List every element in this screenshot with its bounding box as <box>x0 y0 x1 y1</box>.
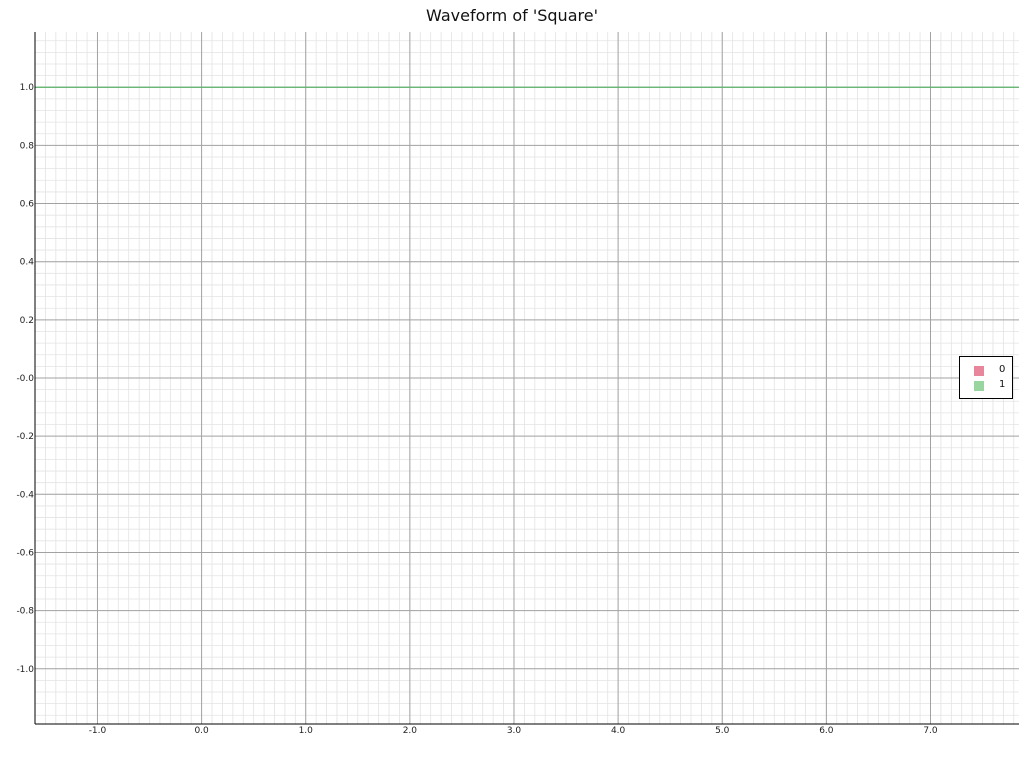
x-tick-label: 5.0 <box>715 726 730 736</box>
x-tick-label: -1.0 <box>89 726 107 736</box>
y-tick-label: 1.0 <box>20 83 35 93</box>
chart-title: Waveform of 'Square' <box>426 6 598 25</box>
x-tick-label: 7.0 <box>923 726 938 736</box>
axes <box>34 32 1019 725</box>
y-tick-label: 0.6 <box>20 200 35 210</box>
y-tick-label: 0.2 <box>20 316 34 326</box>
legend-swatch-1 <box>974 381 984 391</box>
x-tick-label: 0.0 <box>194 726 209 736</box>
y-tick-label: -0.8 <box>16 607 34 617</box>
x-tick-labels: -1.0 0.0 1.0 2.0 3.0 4.0 5.0 6.0 7.0 <box>89 726 938 736</box>
legend-label-1: 1 <box>999 379 1006 390</box>
y-tick-label: -1.0 <box>16 665 34 675</box>
legend-label-0: 0 <box>999 364 1006 375</box>
x-tick-label: 2.0 <box>403 726 418 736</box>
major-grid <box>35 32 1019 724</box>
y-tick-label: 0.8 <box>20 141 35 151</box>
y-tick-label: -0.0 <box>16 374 34 384</box>
x-tick-label: 4.0 <box>611 726 626 736</box>
y-tick-label: -0.4 <box>16 490 34 500</box>
legend-item-0[interactable]: 0 <box>974 364 1010 377</box>
x-tick-label: 1.0 <box>299 726 314 736</box>
x-tick-label: 6.0 <box>819 726 834 736</box>
legend-item-1[interactable]: 1 <box>974 379 1010 392</box>
y-tick-label: -0.6 <box>16 548 34 558</box>
y-tick-label: 0.4 <box>20 258 35 268</box>
legend-swatch-0 <box>974 366 984 376</box>
legend: 0 1 <box>959 356 1013 399</box>
y-tick-label: -0.2 <box>16 432 34 442</box>
y-tick-labels: 1.0 0.8 0.6 0.4 0.2 -0.0 -0.2 -0.4 -0.6 -0.8 -1.0 <box>16 83 34 675</box>
x-tick-label: 3.0 <box>507 726 522 736</box>
